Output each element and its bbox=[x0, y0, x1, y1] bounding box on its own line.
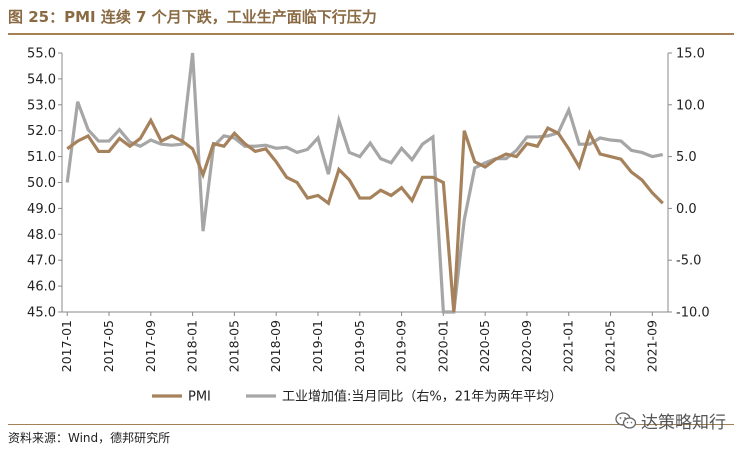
x-axis-ticks: 2017-01 2017-05 2017-09 2018-01 2018-05 2018-… bbox=[59, 312, 659, 372]
left-tick-label: 49.0 bbox=[27, 202, 56, 217]
x-tick-label: 2019-09 bbox=[394, 320, 409, 372]
source-note: 资料来源：Wind，德邦研究所 bbox=[8, 431, 171, 445]
legend-label: PMI bbox=[188, 390, 211, 405]
left-tick-label: 53.0 bbox=[27, 98, 56, 113]
x-tick-label: 2020-09 bbox=[519, 320, 534, 372]
x-tick-label: 2020-01 bbox=[435, 320, 450, 372]
x-tick-label: 2020-05 bbox=[477, 320, 492, 372]
x-tick-label: 2021-05 bbox=[603, 320, 618, 372]
pmi-series-line bbox=[66, 116, 664, 313]
left-axis-ticks: 45.0 46.0 47.0 48.0 49.0 50.0 51.0 52.0 53.0 54.0… bbox=[27, 47, 62, 321]
legend-label: 工业增加值:当月同比（右%，21年为两年平均） bbox=[282, 389, 562, 405]
x-tick-label: 2021-01 bbox=[561, 320, 576, 372]
x-tick-label: 2017-09 bbox=[143, 320, 158, 372]
left-tick-label: 45.0 bbox=[27, 306, 56, 321]
left-tick-label: 52.0 bbox=[27, 124, 56, 139]
left-tick-label: 48.0 bbox=[27, 228, 56, 243]
right-tick-label: 10.0 bbox=[676, 98, 705, 113]
source-divider bbox=[8, 424, 734, 425]
right-tick-label: -5.0 bbox=[676, 254, 701, 269]
left-tick-label: 54.0 bbox=[27, 72, 56, 87]
x-tick-label: 2017-05 bbox=[101, 320, 116, 372]
title-divider bbox=[8, 33, 734, 35]
left-tick-label: 46.0 bbox=[27, 280, 56, 295]
left-tick-label: 51.0 bbox=[27, 150, 56, 165]
watermark: 达策略知行 bbox=[615, 408, 726, 433]
wechat-icon bbox=[615, 411, 637, 429]
axes bbox=[61, 53, 669, 313]
right-axis-ticks: -10.0 -5.0 0.0 5.0 10.0 15.0 bbox=[668, 47, 710, 321]
left-tick-label: 47.0 bbox=[27, 254, 56, 269]
right-tick-label: 5.0 bbox=[676, 150, 697, 165]
left-tick-label: 50.0 bbox=[27, 176, 56, 191]
watermark-text: 达策略知行 bbox=[641, 413, 726, 433]
right-tick-label: -10.0 bbox=[676, 306, 710, 321]
x-tick-label: 2017-01 bbox=[59, 320, 74, 372]
industrial-output-series-line bbox=[65, 52, 664, 314]
x-tick-label: 2018-01 bbox=[185, 320, 200, 372]
right-tick-label: 15.0 bbox=[676, 47, 705, 62]
series-group bbox=[65, 52, 664, 314]
legend: PMI 工业增加值:当月同比（右%，21年为两年平均） bbox=[152, 389, 562, 405]
x-tick-label: 2018-09 bbox=[268, 320, 283, 372]
chart-title: 图 25：PMI 连续 7 个月下跌，工业生产面临下行压力 bbox=[8, 8, 377, 26]
x-tick-label: 2018-05 bbox=[226, 320, 241, 372]
right-tick-label: 0.0 bbox=[676, 202, 697, 217]
x-tick-label: 2021-09 bbox=[644, 320, 659, 372]
x-tick-label: 2019-05 bbox=[352, 320, 367, 372]
left-tick-label: 55.0 bbox=[27, 47, 56, 62]
x-tick-label: 2019-01 bbox=[310, 320, 325, 372]
